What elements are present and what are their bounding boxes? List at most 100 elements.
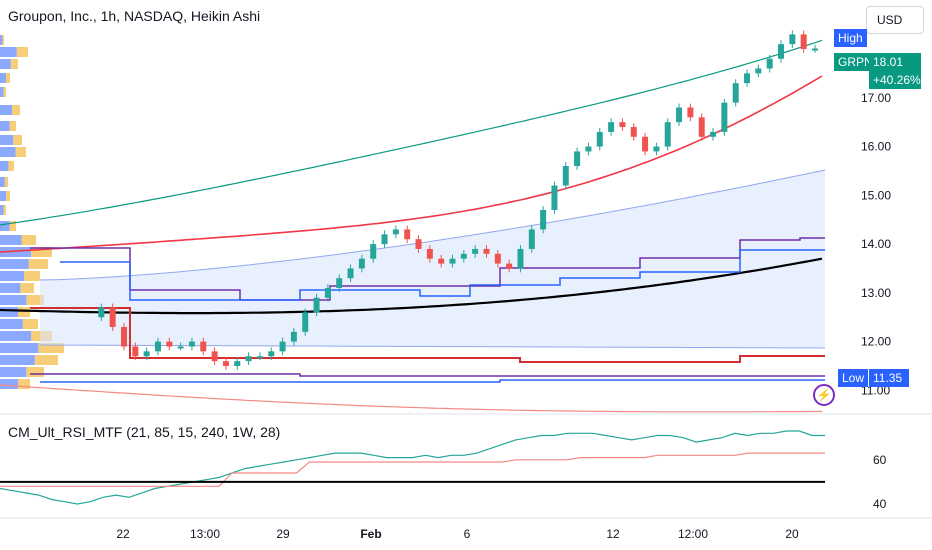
candle-bull	[472, 248, 479, 254]
high-tag: High	[834, 29, 867, 47]
volume-bar-down	[24, 271, 40, 281]
cloud-upper-line	[39, 169, 826, 281]
moving-average-line	[0, 257, 823, 315]
volume-bar-down	[2, 35, 4, 45]
volume-bar-down	[3, 205, 6, 215]
volume-bar-up	[0, 319, 23, 329]
purple-low-line	[30, 373, 825, 377]
price-tick-label: 15.00	[861, 188, 891, 202]
volume-bar-down	[34, 355, 58, 365]
candle-bull	[721, 102, 728, 132]
candle-bull	[574, 151, 581, 167]
candle-bear	[415, 239, 422, 249]
candle-bear	[483, 248, 490, 254]
volume-bar-up	[0, 147, 16, 157]
volume-bar-up	[0, 367, 27, 377]
volume-bar-down	[26, 295, 44, 305]
volume-bar-up	[0, 221, 10, 231]
volume-bar-down	[16, 47, 28, 57]
time-tick-label: 22	[116, 527, 130, 541]
candle-bull	[596, 131, 603, 147]
candle-bear	[426, 248, 433, 259]
volume-bar-down	[10, 59, 18, 69]
volume-bar-up	[0, 343, 39, 353]
candle-bear	[438, 258, 445, 264]
candle-bull	[653, 146, 660, 152]
candle-bear	[494, 253, 501, 264]
candle-bull	[449, 258, 456, 264]
volume-bar-down	[26, 367, 44, 377]
volume-bar-up	[0, 355, 35, 365]
candles-group	[98, 30, 818, 370]
volume-bar-up	[0, 283, 21, 293]
rsi-pane: 40 60	[0, 430, 887, 511]
candle-bear	[630, 127, 637, 137]
candle-bull	[540, 209, 547, 230]
upper-band-line	[0, 39, 823, 226]
volume-bar-up	[0, 73, 6, 83]
candle-bear	[404, 229, 411, 240]
time-tick-label: 12	[606, 527, 620, 541]
price-tick-label: 14.00	[861, 237, 891, 251]
candle-bear	[211, 351, 218, 362]
lower-band-line	[0, 384, 823, 413]
currency-button[interactable]: USD	[866, 6, 924, 34]
volume-profile	[0, 35, 64, 389]
candle-bull	[562, 166, 569, 186]
rsi-tick-label: 60	[873, 453, 887, 467]
time-tick-label: 20	[785, 527, 799, 541]
volume-bar-up	[0, 205, 4, 215]
volume-bar-down	[31, 247, 52, 257]
time-tick-label: 13:00	[190, 527, 220, 541]
cloud-fill	[40, 170, 825, 348]
candle-bull	[778, 44, 785, 59]
candle-bull	[358, 258, 365, 269]
volume-bar-up	[0, 259, 29, 269]
price-tick-label: 12.00	[861, 335, 891, 349]
candle-bear	[166, 341, 173, 347]
volume-bar-up	[0, 331, 32, 341]
candle-bull	[336, 278, 343, 288]
candle-bear	[687, 107, 694, 118]
symbol-title: Groupon, Inc., 1h, NASDAQ, Heikin Ashi	[8, 8, 261, 24]
volume-bar-down	[9, 121, 16, 131]
candle-bull	[279, 341, 286, 352]
volume-bar-up	[0, 105, 12, 115]
volume-bar-down	[21, 235, 36, 245]
cloud-area	[39, 169, 826, 349]
low-tag: Low	[838, 369, 869, 387]
candle-bull	[460, 253, 467, 259]
low-value-tag: 11.35	[869, 369, 909, 387]
time-tick-label: 29	[276, 527, 290, 541]
rsi-series-line	[0, 430, 825, 505]
volume-bar-down	[22, 319, 38, 329]
red-envelope-line	[0, 75, 823, 253]
candle-bull	[347, 268, 354, 279]
candle-bull	[381, 234, 388, 245]
symbol-tag: GRPN	[834, 53, 877, 71]
price-tick-label: 16.00	[861, 140, 891, 154]
candle-bear	[132, 346, 139, 357]
indicator-lines	[0, 39, 825, 413]
time-tick-label: 6	[464, 527, 471, 541]
volume-bar-down	[13, 135, 22, 145]
candle-bear	[642, 136, 649, 152]
candle-bull	[812, 48, 818, 51]
price-tick-label: 13.00	[861, 286, 891, 300]
candle-bear	[109, 307, 116, 327]
blue-low-line	[40, 379, 825, 383]
candle-bear	[120, 326, 127, 347]
rsi-series-line	[0, 452, 825, 487]
lightning-icon[interactable]: ⚡	[813, 384, 835, 406]
blue-step-line	[60, 249, 825, 301]
candle-bull	[188, 341, 195, 347]
candle-bull	[290, 331, 297, 342]
candle-bull	[710, 131, 717, 137]
candle-bear	[800, 34, 807, 50]
volume-bar-down	[28, 259, 48, 269]
volume-bar-up	[0, 135, 14, 145]
candle-bull	[98, 307, 105, 318]
candle-bull	[755, 68, 762, 74]
